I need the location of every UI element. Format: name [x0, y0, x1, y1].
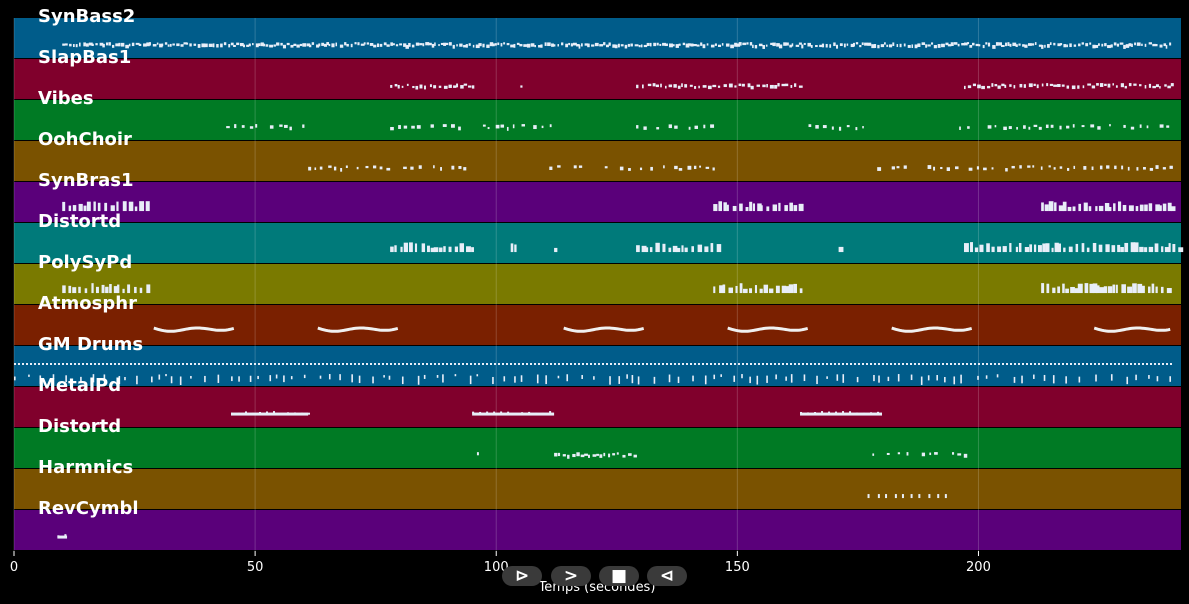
track-notes	[62, 201, 1176, 212]
track-label: Distortd	[38, 416, 122, 437]
track-notes	[57, 534, 68, 539]
track-label: Distortd	[38, 211, 122, 232]
track-notes	[867, 494, 947, 499]
track-notes	[62, 283, 1172, 294]
track-lane	[14, 387, 1181, 427]
track-label: Harmnics	[38, 457, 134, 478]
track-label: GM Drums	[38, 334, 144, 355]
track-notes	[226, 124, 1170, 131]
tick-label: 0	[9, 560, 19, 575]
play-icon: ⊳	[514, 566, 530, 586]
track-notes	[476, 452, 968, 459]
track-notes	[390, 242, 1184, 253]
track-lane	[14, 182, 1181, 222]
track-lane	[14, 100, 1181, 140]
track-lane	[14, 428, 1181, 468]
track-lane	[14, 346, 1181, 386]
track-notes	[308, 165, 1173, 172]
track-label: SynBras1	[38, 170, 134, 191]
tick-label: 150	[724, 560, 750, 575]
track-label: RevCymbl	[38, 498, 139, 519]
track-notes	[14, 363, 1172, 386]
tick-label: 50	[246, 560, 264, 575]
stop-icon: ■	[610, 566, 628, 586]
track-notes	[231, 411, 883, 416]
play-button[interactable]: ⊳	[502, 566, 542, 586]
track-lane	[14, 510, 1181, 550]
track-lane	[14, 305, 1181, 345]
track-notes	[153, 326, 1171, 333]
forward-icon: >	[563, 566, 579, 586]
tick-label: 200	[966, 560, 991, 575]
track-notes	[390, 83, 1174, 90]
track-label: SlapBas1	[38, 47, 132, 68]
track-lane	[14, 469, 1181, 509]
track-lane	[14, 223, 1181, 263]
forward-button[interactable]: >	[551, 566, 591, 586]
track-label: Vibes	[38, 88, 94, 109]
track-lane	[14, 264, 1181, 304]
stop-button[interactable]: ■	[599, 566, 639, 586]
back-button[interactable]: ⊲	[647, 566, 687, 586]
track-notes	[62, 42, 1172, 49]
back-icon: ⊲	[659, 566, 675, 586]
track-label: MetalPd	[38, 375, 122, 396]
track-label: OohChoir	[38, 129, 132, 150]
track-label: SynBass2	[38, 6, 136, 27]
track-lane	[14, 18, 1181, 58]
track-lane	[14, 141, 1181, 181]
track-label: PolySyPd	[38, 252, 133, 273]
track-lane	[14, 59, 1181, 99]
track-label: Atmosphr	[38, 293, 137, 314]
